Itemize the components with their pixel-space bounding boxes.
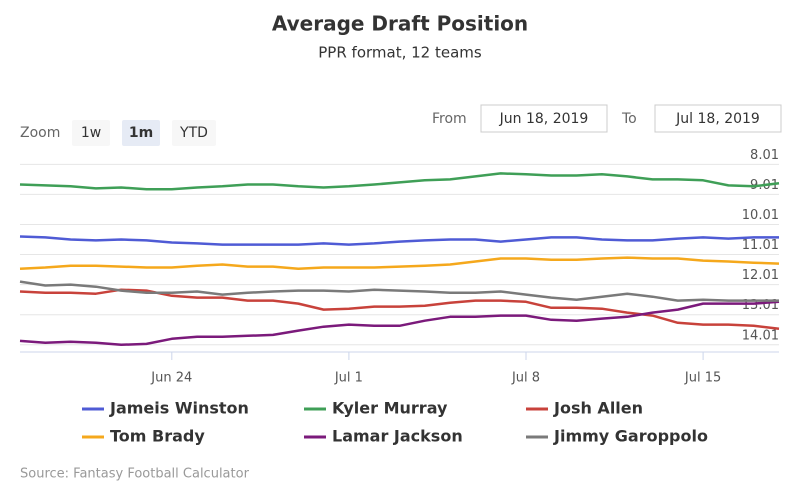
series-line: [19, 235, 779, 246]
zoom-button[interactable]: [122, 120, 160, 146]
x-tick-label: Jun 24: [150, 371, 192, 386]
from-label: From: [432, 111, 467, 127]
y-tick-label: 10.01: [742, 208, 779, 223]
from-input[interactable]: [480, 104, 608, 133]
zoom-button-label[interactable]: YTD: [179, 125, 208, 141]
series-line: [19, 288, 780, 331]
zoom-button-label[interactable]: 1m: [129, 125, 153, 141]
legend-label[interactable]: Jimmy Garoppolo: [553, 427, 708, 446]
to-label: To: [621, 111, 637, 127]
legend-label[interactable]: Josh Allen: [553, 399, 643, 418]
legend-label[interactable]: Tom Brady: [110, 427, 205, 446]
zoom-button-label[interactable]: 1w: [81, 125, 101, 141]
series-line: [19, 256, 780, 270]
series-line: [19, 300, 780, 347]
y-tick-label: 11.01: [742, 238, 779, 253]
from-value[interactable]: Jun 18, 2019: [499, 111, 589, 127]
to-value[interactable]: Jul 18, 2019: [675, 111, 760, 127]
y-tick-label: 14.01: [742, 328, 779, 343]
zoom-button[interactable]: [72, 120, 110, 146]
x-tick-label: Jul 15: [684, 371, 721, 386]
zoom-button[interactable]: [172, 120, 216, 146]
legend-label[interactable]: Jameis Winston: [109, 399, 249, 418]
x-tick-label: Jul 1: [334, 371, 363, 386]
y-tick-label: 12.01: [742, 268, 779, 283]
y-tick-label: 8.01: [750, 148, 779, 163]
zoom-label: Zoom: [20, 125, 60, 141]
series-line: [19, 280, 779, 302]
legend-label[interactable]: Kyler Murray: [332, 399, 448, 418]
legend-label[interactable]: Lamar Jackson: [332, 427, 463, 446]
chart-subtitle: PPR format, 12 teams: [318, 44, 482, 62]
x-tick-label: Jul 8: [511, 371, 540, 386]
source: Source: Fantasy Football Calculator: [20, 467, 250, 482]
to-input[interactable]: [654, 104, 782, 133]
chart-title: Average Draft Position: [272, 12, 528, 36]
series-line: [19, 172, 780, 191]
